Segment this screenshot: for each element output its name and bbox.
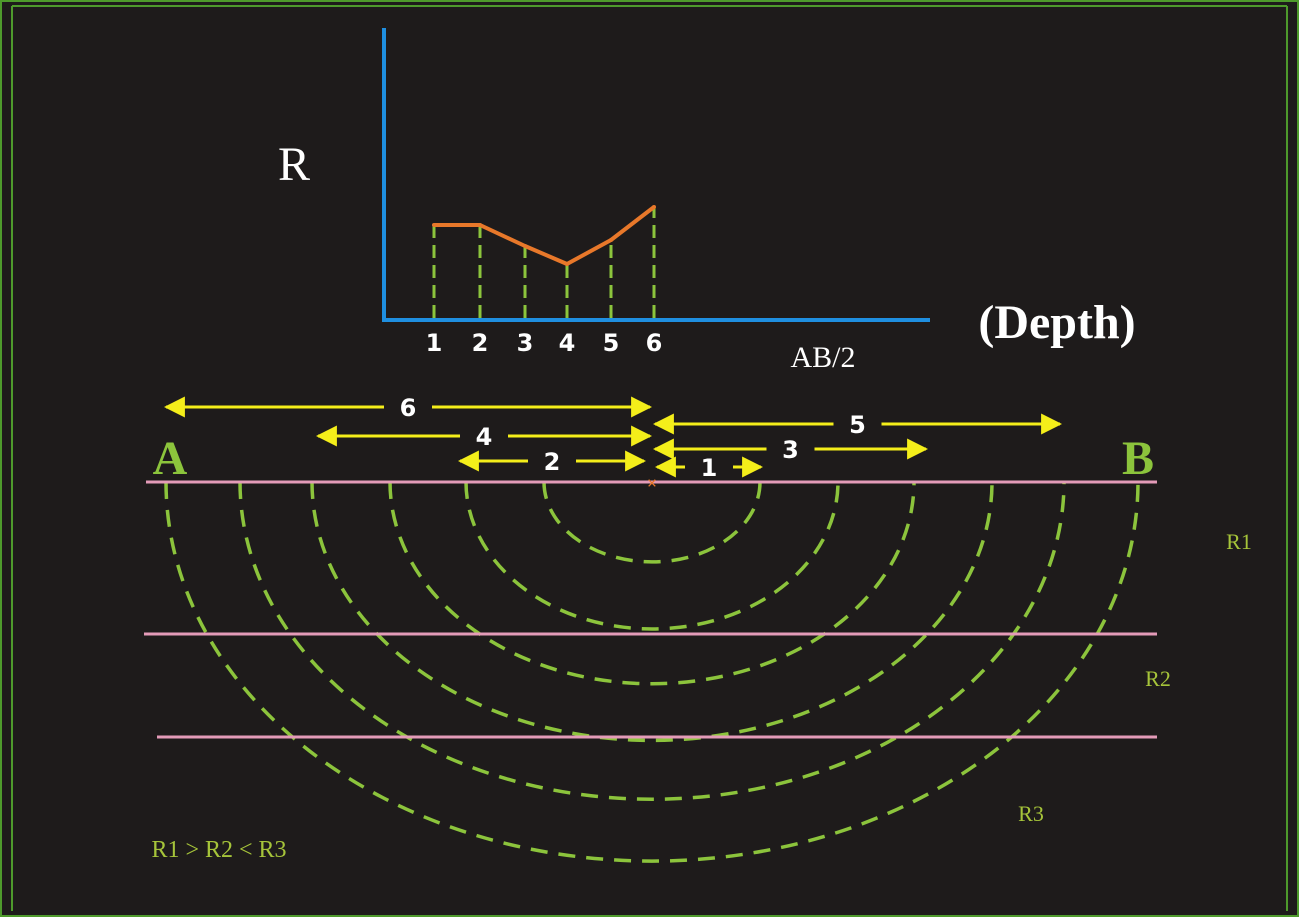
layer-label-r1: R1	[1226, 529, 1252, 554]
y-axis-label: R	[278, 138, 310, 191]
current-path-arc	[542, 481, 762, 564]
resistivity-curve	[434, 205, 656, 266]
x-axis-sublabel: AB/2	[790, 341, 855, 374]
x-axis-label: (Depth)	[978, 296, 1135, 349]
electrode-b-label: B	[1122, 432, 1154, 485]
layer-label-r3: R3	[1018, 801, 1044, 826]
resistivity-relation: R1 > R2 < R3	[151, 837, 286, 863]
current-path-arc	[388, 481, 916, 686]
curve-point	[565, 262, 569, 266]
x-tick-label: 4	[559, 329, 576, 357]
spacing-arrows: 6 4 2 5 3 1	[163, 394, 1063, 482]
spacing-label: 4	[476, 423, 493, 451]
curve-point	[478, 223, 482, 227]
spacing-arrow: 2	[457, 448, 647, 476]
spacing-arrow: 6	[163, 394, 653, 422]
current-path-arc	[310, 481, 994, 743]
x-tick-label: 1	[426, 329, 443, 357]
current-path-arc	[464, 481, 840, 631]
spacing-label: 2	[544, 448, 561, 476]
spacing-arrow: 3	[652, 436, 929, 464]
x-tick-label: 2	[472, 329, 489, 357]
x-tick-label: 3	[517, 329, 534, 357]
current-path-arc	[164, 481, 1140, 863]
x-tick-label: 6	[646, 329, 663, 357]
spacing-arrow: 1	[654, 454, 764, 482]
curve-point	[652, 205, 656, 209]
spacing-label: 3	[782, 436, 799, 464]
spacing-arrow: 4	[315, 423, 653, 451]
curve-point	[523, 244, 527, 248]
spacing-arrow: 5	[652, 411, 1063, 439]
layer-label-r2: R2	[1145, 666, 1171, 691]
center-point-icon: ×	[647, 473, 657, 493]
spacing-label: 6	[400, 394, 417, 422]
curve-point	[432, 223, 436, 227]
plot-marks	[432, 205, 656, 318]
spacing-label: 1	[701, 454, 718, 482]
spacing-label: 5	[849, 411, 866, 439]
electrode-a-label: A	[153, 432, 188, 485]
x-tick-label: 5	[603, 329, 620, 357]
x-tick-labels: 1 2 3 4 5 6	[426, 329, 663, 357]
curve-point	[609, 238, 613, 242]
